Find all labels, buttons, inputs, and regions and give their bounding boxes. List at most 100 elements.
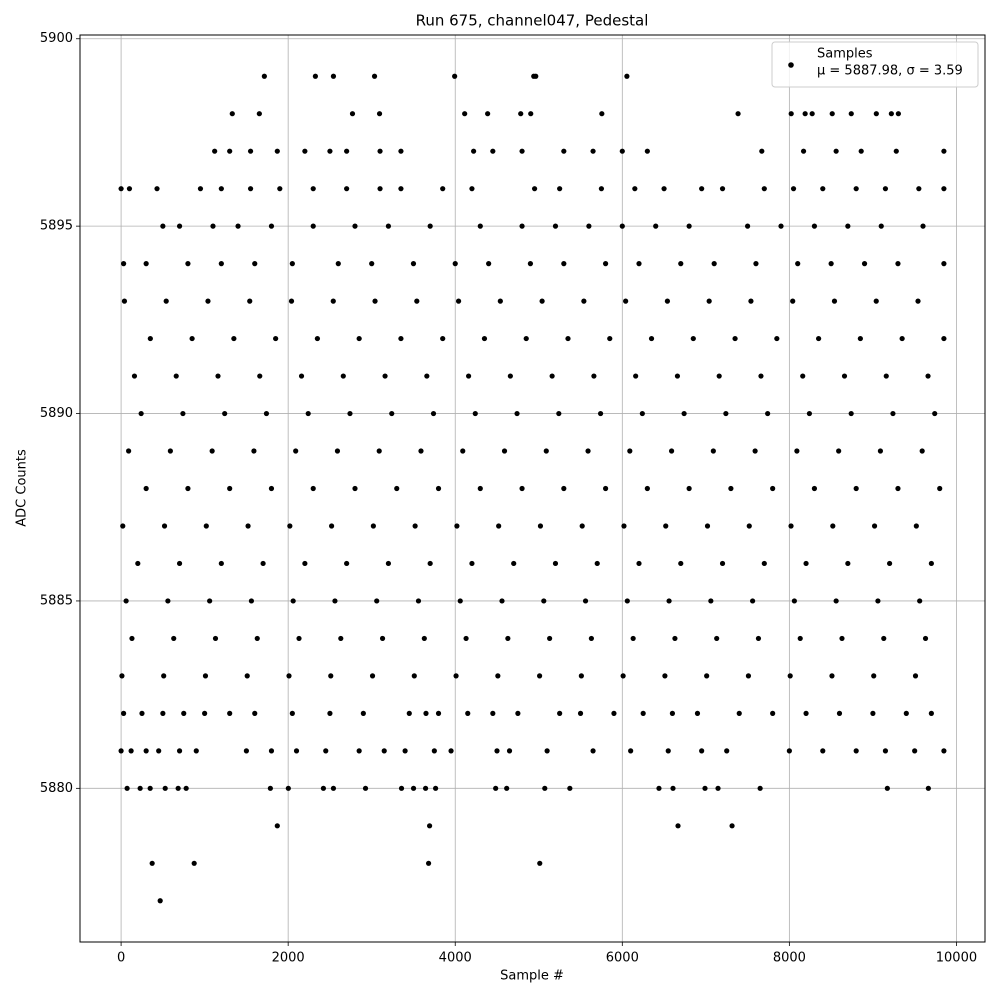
point	[627, 448, 633, 454]
point	[723, 410, 729, 417]
point	[937, 485, 943, 492]
point	[356, 748, 362, 754]
point	[371, 73, 378, 79]
point	[594, 560, 600, 567]
point	[621, 523, 627, 529]
point	[941, 748, 947, 754]
point	[853, 748, 859, 754]
point	[765, 410, 771, 417]
legend-marker	[788, 62, 794, 68]
point	[639, 410, 645, 417]
point	[797, 635, 803, 642]
point	[636, 560, 642, 567]
point	[415, 598, 422, 604]
point	[699, 186, 705, 192]
point	[729, 823, 735, 829]
point	[147, 335, 153, 342]
point	[460, 448, 466, 454]
point	[176, 560, 183, 567]
point	[193, 748, 199, 754]
point	[890, 410, 896, 417]
point	[706, 298, 712, 304]
plot-frame	[79, 34, 986, 943]
point	[481, 335, 488, 342]
point	[260, 560, 266, 567]
point	[143, 261, 149, 267]
point	[323, 748, 329, 754]
point	[845, 560, 851, 567]
point	[787, 673, 793, 679]
point	[795, 261, 801, 267]
point	[912, 748, 918, 754]
point	[699, 748, 705, 754]
point	[578, 673, 584, 679]
point	[163, 298, 169, 304]
point	[803, 710, 809, 716]
point	[915, 298, 921, 304]
point	[917, 598, 923, 604]
point	[581, 298, 587, 304]
point	[222, 410, 228, 417]
point	[523, 335, 529, 342]
point	[398, 186, 404, 192]
point	[356, 335, 362, 342]
point	[539, 298, 545, 304]
point	[119, 673, 125, 679]
point	[176, 748, 183, 754]
point	[469, 560, 475, 567]
point	[370, 523, 376, 529]
point	[672, 635, 678, 642]
point	[757, 785, 763, 791]
point	[310, 223, 316, 229]
point	[215, 373, 221, 379]
point	[758, 373, 764, 379]
point	[433, 785, 439, 791]
point	[653, 223, 659, 229]
point	[565, 335, 571, 342]
point	[218, 560, 224, 567]
point	[919, 448, 925, 454]
point	[623, 298, 629, 304]
point	[928, 560, 934, 567]
point	[263, 410, 270, 417]
point	[790, 298, 796, 304]
point	[455, 298, 462, 304]
point	[877, 448, 884, 454]
point	[161, 523, 168, 529]
point	[836, 710, 843, 716]
point	[829, 111, 835, 117]
point	[669, 710, 676, 716]
point	[352, 485, 358, 492]
point	[485, 111, 491, 117]
point	[352, 223, 358, 229]
point	[586, 223, 592, 229]
point	[335, 261, 341, 267]
point	[702, 785, 708, 791]
points	[118, 73, 947, 904]
point	[916, 186, 922, 192]
point	[499, 598, 505, 604]
point	[941, 261, 947, 267]
point	[312, 73, 318, 79]
point	[602, 485, 609, 492]
point	[385, 560, 392, 567]
point	[666, 598, 672, 604]
point	[913, 523, 919, 529]
point	[147, 785, 153, 791]
point	[218, 261, 224, 267]
point	[431, 748, 437, 754]
y-tick-label: 5895	[40, 219, 73, 234]
point	[160, 223, 166, 229]
point	[124, 785, 130, 791]
point	[229, 111, 235, 117]
point	[745, 673, 752, 679]
point	[664, 298, 671, 304]
point	[735, 111, 741, 117]
point	[668, 448, 675, 454]
point	[820, 186, 826, 192]
point	[289, 710, 295, 716]
y-tick-label: 5880	[40, 781, 73, 796]
point	[427, 223, 433, 229]
point	[257, 373, 263, 379]
legend-stats: μ = 5887.98, σ = 3.59	[817, 64, 963, 79]
